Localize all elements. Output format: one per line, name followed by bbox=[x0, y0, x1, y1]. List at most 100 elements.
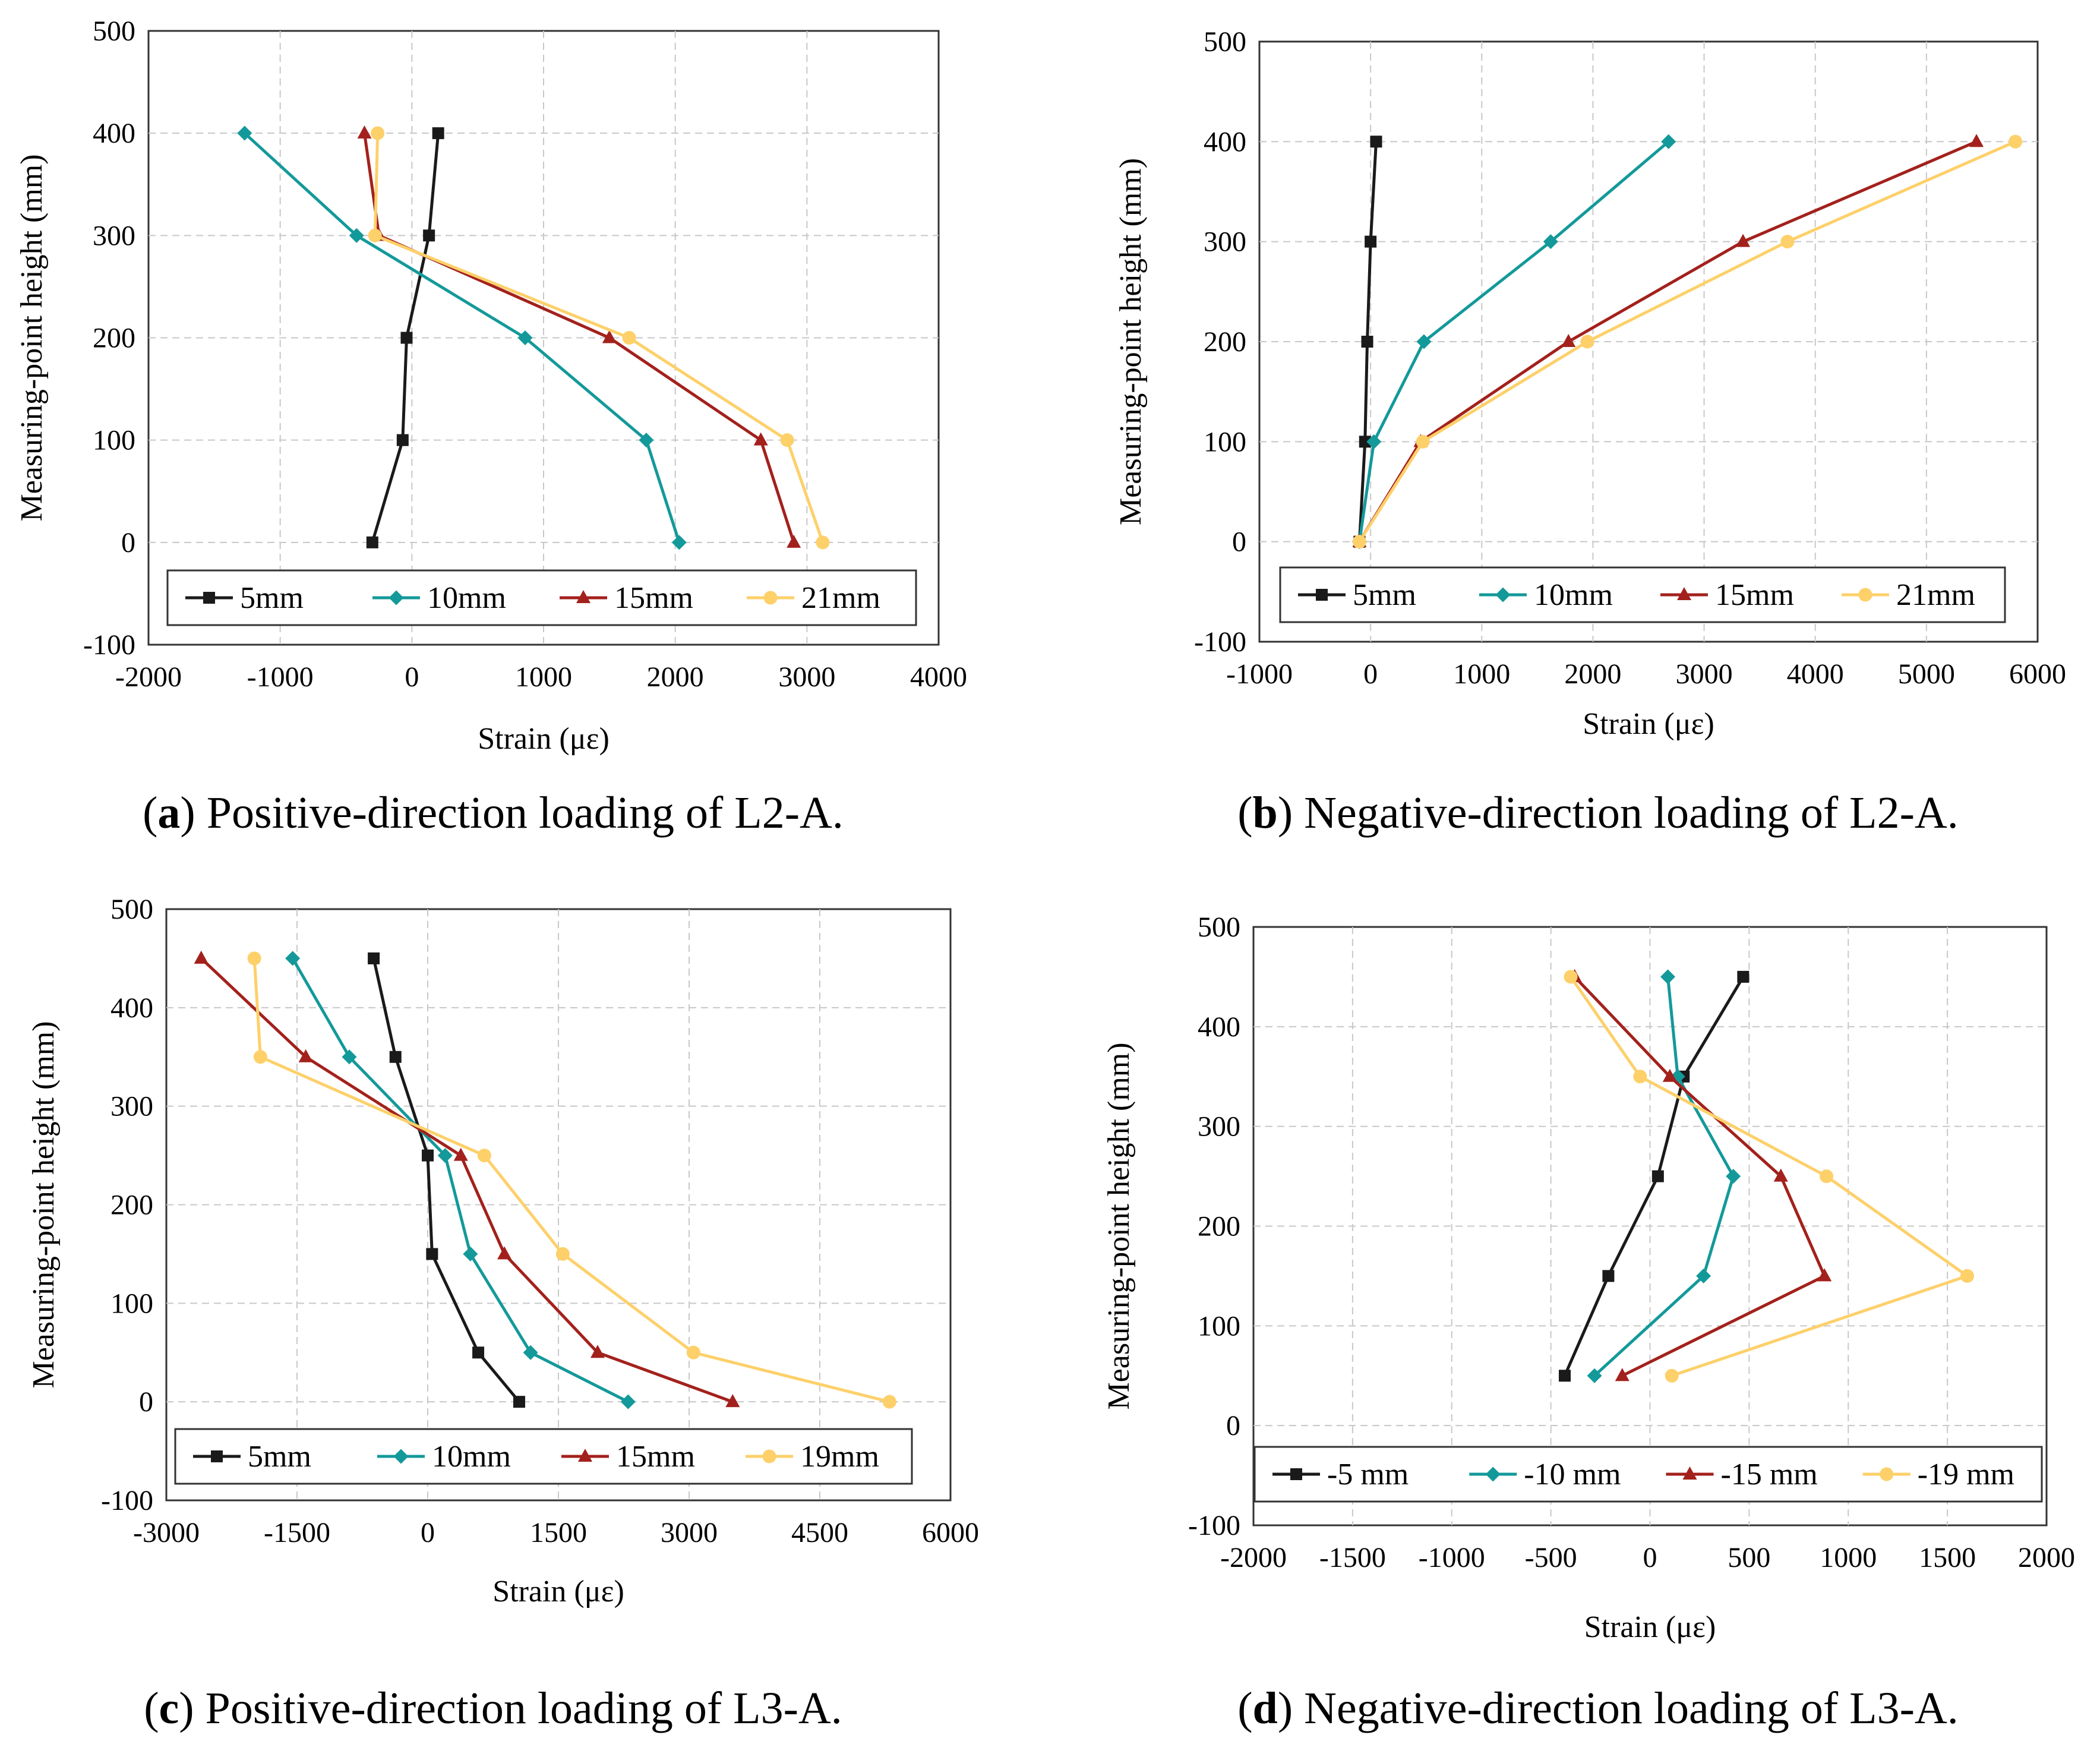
chart-b-xtick-0: -1000 bbox=[1226, 658, 1293, 690]
chart-c-series-2-line bbox=[200, 957, 734, 1403]
chart-c-series-2-point-2 bbox=[497, 1246, 512, 1260]
chart-b-ytick-3: 200 bbox=[1204, 326, 1246, 358]
chart-a-series-0-point-0 bbox=[366, 536, 378, 548]
caption-c-text: Positive-direction loading of L3-A. bbox=[205, 1683, 842, 1733]
chart-c-legend-label-2: 15mm bbox=[616, 1440, 695, 1474]
caption-d-text: Negative-direction loading of L3-A. bbox=[1304, 1683, 1959, 1733]
chart-a-series-2-point-2 bbox=[602, 330, 617, 343]
chart-b-legend-marker-2 bbox=[1677, 587, 1691, 600]
chart-d-series-0-point-4 bbox=[1737, 970, 1750, 983]
chart-b-legend-marker-1 bbox=[1495, 587, 1511, 603]
chart-d-xtick-3: -500 bbox=[1525, 1542, 1577, 1573]
caption-b: (b) Negative-direction loading of L2-A. bbox=[1237, 788, 1959, 838]
chart-c-ytick-0: -100 bbox=[101, 1485, 153, 1516]
chart-b-series-2-point-2 bbox=[1561, 334, 1576, 347]
chart-a-series-1-point-4 bbox=[237, 125, 252, 141]
chart-d-series-3-point-2 bbox=[1820, 1169, 1834, 1184]
chart-c-series-0-point-3 bbox=[422, 1149, 434, 1162]
chart-b-series-1-point-2 bbox=[1416, 334, 1432, 349]
chart-a-series-1-point-0 bbox=[671, 535, 687, 550]
chart-a-series-3-point-2 bbox=[622, 331, 636, 345]
chart-d-series-1-point-0 bbox=[1587, 1368, 1602, 1383]
caption-a-letter: a bbox=[157, 788, 181, 838]
chart-a-series-2-point-0 bbox=[787, 534, 801, 548]
chart-a-ytick-3: 200 bbox=[93, 323, 135, 354]
chart-a-xtick-1: -1000 bbox=[247, 661, 314, 693]
chart-d-svg: -2000 -1500 -1000 -500 0 500 1000 1500 2000-1000… bbox=[1102, 911, 2075, 1644]
chart-d-xtick-1: -1500 bbox=[1319, 1542, 1386, 1573]
chart-b-legend-marker-3 bbox=[1858, 588, 1872, 602]
chart-b-ytick-2: 100 bbox=[1204, 426, 1246, 458]
chart-a-xtick-0: -2000 bbox=[115, 661, 182, 693]
chart-a-series-0-point-4 bbox=[432, 127, 444, 140]
chart-d-xtick-6: 1000 bbox=[1820, 1542, 1877, 1573]
chart-c-series-1-point-5 bbox=[285, 951, 301, 966]
chart-b-xtick-3: 2000 bbox=[1564, 658, 1621, 690]
chart-b-ylabel: Measuring-point height (mm) bbox=[1114, 158, 1148, 525]
chart-c-xtick-5: 4500 bbox=[791, 1517, 848, 1548]
chart-c-xtick-4: 3000 bbox=[661, 1517, 718, 1548]
chart-a-legend-label-0: 5mm bbox=[240, 581, 304, 615]
chart-a-svg: -2000 -1000 0 1000 2000 3000 4000-100010020030… bbox=[15, 15, 967, 756]
chart-d-legend bbox=[1253, 1446, 2043, 1503]
caption-c-letter: c bbox=[159, 1683, 179, 1733]
chart-c-series-1-point-3 bbox=[437, 1148, 453, 1163]
chart-d-ytick-4: 300 bbox=[1198, 1111, 1240, 1143]
chart-a-xtick-2: 0 bbox=[405, 661, 419, 693]
chart-d-xtick-8: 2000 bbox=[2018, 1542, 2075, 1573]
chart-c-svg: -3000 -1500 0 1500 3000 4500 6000 -100 0 100 200 30… bbox=[27, 894, 979, 1608]
chart-c-series-1-point-0 bbox=[620, 1394, 636, 1409]
chart-b-series-0-point-3 bbox=[1365, 235, 1377, 248]
chart-b-series-3-point-3 bbox=[1780, 235, 1795, 249]
chart-c-ytick-3: 200 bbox=[110, 1190, 153, 1221]
chart-panel-a: -2000 -1000 0 1000 2000 3000 4000 -100 0 100 200 30… bbox=[0, 0, 1010, 772]
chart-c-series-2-point-4 bbox=[298, 1049, 313, 1062]
chart-a-legend-marker-1 bbox=[389, 590, 404, 605]
chart-b-legend-label-3: 21mm bbox=[1896, 578, 1975, 612]
chart-d-series-2-point-2 bbox=[1773, 1168, 1788, 1182]
chart-c-legend-label-3: 19mm bbox=[800, 1440, 879, 1474]
chart-c-legend-marker-3 bbox=[762, 1449, 776, 1464]
chart-a-ylabel: Measuring-point height (mm) bbox=[15, 154, 49, 521]
chart-c-ylabel: Measuring-point height (mm) bbox=[27, 1021, 61, 1388]
chart-b-legend-marker-0 bbox=[1316, 589, 1328, 601]
chart-b-series-3-point-4 bbox=[2009, 134, 2023, 149]
chart-d-series-2-point-1 bbox=[1817, 1268, 1832, 1282]
chart-d-series-2-point-3 bbox=[1662, 1068, 1677, 1082]
chart-b-series-0-point-2 bbox=[1361, 336, 1373, 348]
chart-a-series-0-point-1 bbox=[396, 434, 409, 446]
chart-c-series-0-point-5 bbox=[368, 952, 380, 964]
chart-a-series-1-point-2 bbox=[517, 330, 533, 345]
chart-b-xtick-7: 6000 bbox=[2009, 658, 2066, 690]
chart-a-xlabel: Strain (με) bbox=[478, 722, 610, 756]
chart-a-series-3-point-1 bbox=[780, 433, 794, 447]
chart-panel-d: -2000 -1500 -1000 -500 0 500 1000 1500 2000 -100 0… bbox=[1069, 862, 2100, 1682]
chart-d-series-2-point-0 bbox=[1615, 1368, 1630, 1382]
chart-b-xtick-2: 1000 bbox=[1453, 658, 1510, 690]
chart-c-series-3-point-0 bbox=[882, 1395, 896, 1409]
chart-a-series-2-point-4 bbox=[357, 125, 372, 139]
chart-d-ytick-0: -100 bbox=[1188, 1510, 1240, 1541]
chart-b-legend bbox=[1279, 566, 2006, 623]
chart-b-ytick-1: 0 bbox=[1232, 526, 1246, 558]
chart-c-ytick-6: 500 bbox=[110, 894, 153, 925]
chart-c-series-1-point-2 bbox=[463, 1246, 478, 1261]
chart-d-legend-label-1: -10 mm bbox=[1524, 1458, 1621, 1491]
chart-d-series-3-point-3 bbox=[1633, 1070, 1647, 1084]
chart-d-series-0-point-1 bbox=[1602, 1270, 1615, 1282]
chart-a-xtick-5: 3000 bbox=[778, 661, 835, 693]
chart-c-series-0-line bbox=[372, 958, 520, 1403]
chart-a-xtick-4: 2000 bbox=[647, 661, 704, 693]
chart-a-series-0-point-3 bbox=[423, 229, 435, 242]
chart-b-xtick-5: 4000 bbox=[1787, 658, 1844, 690]
chart-c-series-2-point-3 bbox=[453, 1147, 468, 1161]
chart-b-xlabel: Strain (με) bbox=[1583, 707, 1714, 741]
chart-a-legend-marker-2 bbox=[576, 590, 590, 603]
chart-c-series-1-point-1 bbox=[523, 1345, 538, 1360]
chart-c-series-3-point-4 bbox=[253, 1050, 267, 1064]
chart-c-series-0-point-4 bbox=[389, 1051, 402, 1063]
chart-b-series-2-point-3 bbox=[1736, 234, 1751, 247]
chart-d-legend-label-2: -15 mm bbox=[1721, 1458, 1818, 1491]
chart-a-xtick-6: 4000 bbox=[910, 661, 967, 693]
chart-b-ytick-6: 500 bbox=[1204, 26, 1246, 58]
